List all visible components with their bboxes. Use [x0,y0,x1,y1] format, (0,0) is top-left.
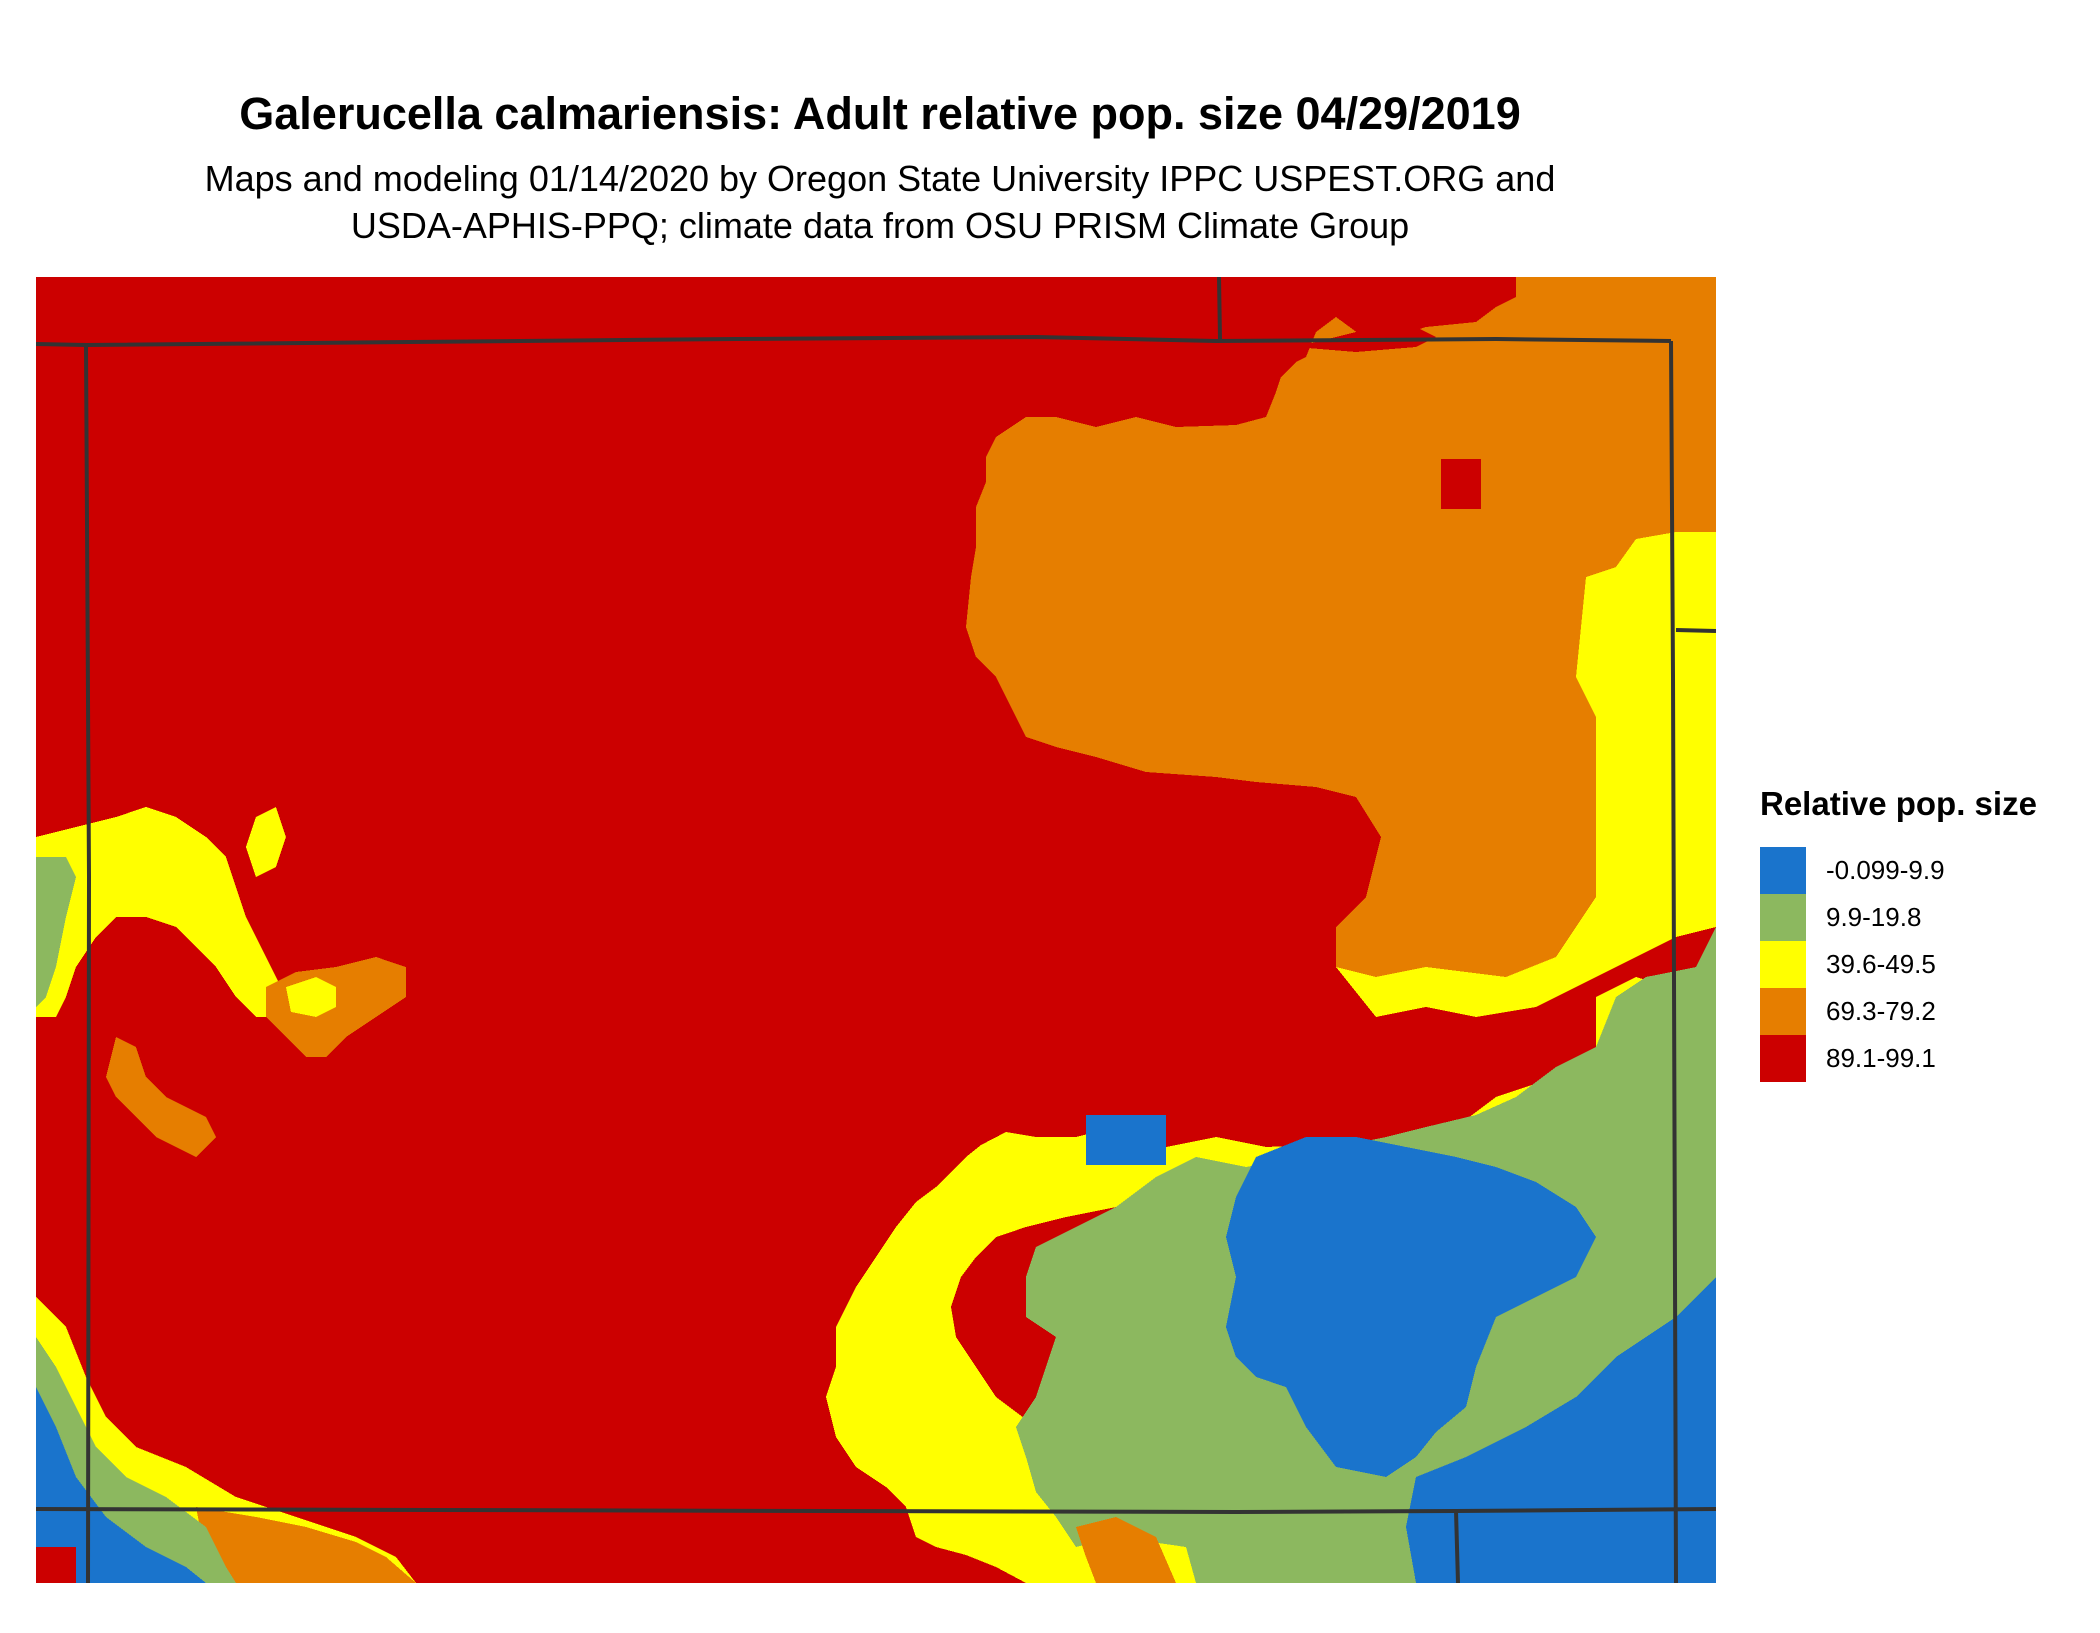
legend-swatch [1760,894,1806,941]
region-red-hole-1 [1441,459,1481,509]
region-yellow-northwest-spots [246,807,286,877]
legend-swatch [1760,1035,1806,1082]
legend-label: 39.6-49.5 [1826,949,1936,979]
boundary-south [36,1507,1716,1515]
region-orange-west-spots [106,1037,216,1157]
legend-item: 69.3-79.2 [1760,988,2080,1035]
region-green-west-arc [36,857,76,1007]
legend-label: -0.099-9.9 [1826,855,1945,885]
legend-swatch [1760,988,1806,1035]
map-subtitle-line-1: Maps and modeling 01/14/2020 by Oregon S… [204,158,1556,199]
region-blue-lake [1086,1115,1166,1165]
boundary-east [1669,340,1678,1583]
region-blue-southeast-edge [1406,1277,1716,1583]
map-title: Galerucella calmariensis: Adult relative… [239,88,1521,139]
legend-label: 89.1-99.1 [1826,1043,1936,1073]
legend: Relative pop. size -0.099-9.9 9.9-19.8 39.… [1760,785,2080,1082]
legend-item: -0.099-9.9 [1760,847,2080,894]
region-yellow-west-arc [36,807,286,1017]
legend-swatch [1760,941,1806,988]
map-subtitle-line-2: USDA-APHIS-PPQ; climate data from OSU PR… [350,205,1410,246]
boundary-east-inner [1675,628,1716,633]
legend-title: Relative pop. size [1760,785,2037,822]
region-yellow-west-blob [286,977,336,1017]
region-blue-southeast [1226,1137,1596,1477]
boundary-north-inner [1217,277,1222,340]
legend-items: -0.099-9.9 9.9-19.8 39.6-49.5 69.3-79.2 89.1… [1760,847,2080,1082]
boundary-west [84,344,92,1583]
legend-item: 89.1-99.1 [1760,1035,2080,1082]
legend-label: 9.9-19.8 [1826,902,1922,932]
region-orange-northeast [966,277,1716,977]
legend-label: 69.3-79.2 [1826,996,1936,1026]
region-red-southwest-spot [36,1547,76,1583]
population-raster-map [36,277,1716,1583]
legend-item: 39.6-49.5 [1760,941,2080,988]
region-orange-south-central [1076,1517,1176,1583]
legend-swatch [1760,847,1806,894]
boundary-south-inner [1454,1510,1460,1583]
region-orange-southwest [196,1507,416,1583]
boundary-lines [36,277,1716,1583]
region-blue-southwest [36,1387,206,1583]
legend-item: 9.9-19.8 [1760,894,2080,941]
region-yellow-east [826,532,1716,1583]
